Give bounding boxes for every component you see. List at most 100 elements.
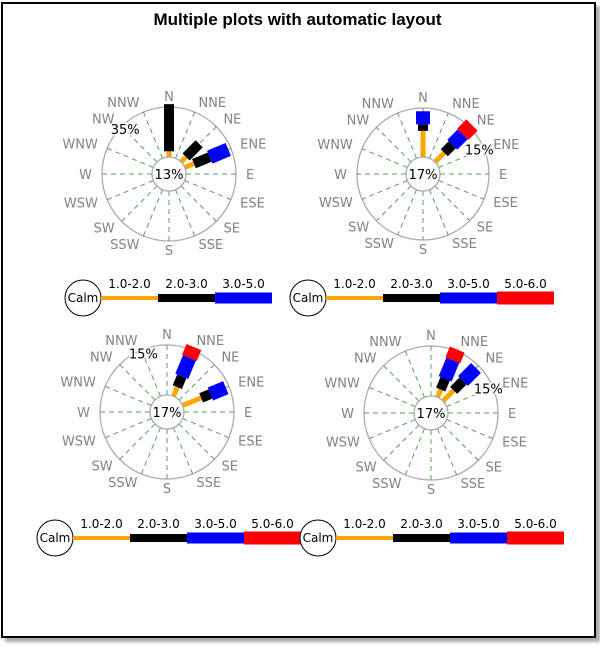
rose-spoke — [361, 180, 408, 200]
calm-circle — [413, 395, 449, 431]
calm-percentage-label: 17% — [409, 168, 438, 183]
compass-label: WSW — [64, 196, 98, 211]
compass-label: E — [244, 406, 252, 421]
compass-label: NNW — [369, 335, 401, 350]
compass-label: SSW — [365, 237, 395, 252]
petal-segment — [438, 357, 460, 382]
legend-bin-label: 1.0-2.0 — [333, 277, 376, 291]
rose-spoke — [375, 185, 412, 222]
compass-label: W — [77, 406, 90, 421]
compass-label: SE — [221, 459, 237, 474]
legend-bin-label: 3.0-5.0 — [222, 277, 265, 291]
rose-spoke — [375, 126, 412, 163]
rose-spoke — [429, 189, 449, 236]
rose-spoke — [404, 428, 425, 476]
compass-label: E — [499, 168, 507, 183]
petal-segment — [435, 388, 444, 399]
petal-segment — [440, 141, 456, 157]
compass-label: ENE — [240, 138, 266, 153]
calm-circle — [149, 394, 185, 430]
calm-percentage-label: 17% — [153, 406, 182, 421]
rose-spoke — [397, 189, 417, 236]
legend-bin-swatch — [383, 294, 440, 302]
legend-3: Calm 1.0-2.0 2.0-3.0 3.0-5.0 5.0-6.0 — [36, 517, 301, 557]
compass-label: NNE — [452, 97, 480, 112]
legend-4: Calm 1.0-2.0 2.0-3.0 3.0-5.0 5.0-6.0 — [299, 517, 564, 557]
compass-label: SW — [355, 460, 376, 475]
calm-percentage-label: 13% — [155, 168, 184, 183]
rose-spoke — [404, 350, 425, 398]
rose-spoke — [104, 385, 152, 406]
rose-spoke — [140, 427, 161, 475]
compass-label: WSW — [326, 435, 360, 450]
legend-bin-swatch — [130, 534, 187, 542]
rose-spoke — [184, 180, 232, 201]
calm-percentage-label: 17% — [417, 407, 446, 422]
compass-label: N — [164, 90, 174, 105]
compass-label: ESE — [502, 435, 527, 450]
legend-bin-label: 2.0-3.0 — [137, 517, 180, 531]
compass-label: S — [165, 244, 173, 259]
legend-bin-label: 2.0-3.0 — [400, 517, 443, 531]
compass-label: WNW — [60, 376, 96, 391]
compass-label: NNE — [198, 96, 226, 111]
compass-label: SW — [348, 221, 369, 236]
petal-segment — [450, 377, 467, 394]
rose-spoke — [434, 185, 471, 222]
compass-label: SE — [477, 221, 493, 236]
radial-axis-tick-label: 15% — [129, 348, 158, 363]
rose-spoke — [438, 148, 485, 168]
compass-label: SW — [93, 221, 114, 236]
rose-spoke — [175, 189, 196, 237]
compass-label: N — [418, 91, 428, 106]
compass-label: SSW — [108, 476, 138, 491]
legend-bin-swatch — [497, 291, 554, 305]
legend-bin-label: 1.0-2.0 — [343, 517, 386, 531]
compass-label: SE — [485, 460, 501, 475]
petal-segment — [441, 388, 456, 403]
legend-bin-swatch — [450, 532, 507, 544]
rose-spoke — [106, 147, 154, 168]
petal-segment — [182, 140, 203, 161]
compass-label: S — [427, 483, 435, 498]
calm-circle — [151, 156, 187, 192]
petal-segment — [445, 346, 465, 364]
petal-segment — [420, 130, 426, 157]
compass-label: ESE — [240, 196, 265, 211]
petal-segment — [181, 395, 203, 408]
legend-1: Calm 1.0-2.0 2.0-3.0 3.0-5.0 — [64, 277, 272, 317]
rose-spoke — [361, 148, 408, 168]
compass-label: W — [334, 168, 347, 183]
compass-label: SE — [223, 221, 239, 236]
petal-segment — [182, 343, 202, 361]
compass-label: NE — [477, 113, 495, 128]
compass-label: NNW — [362, 97, 394, 112]
compass-label: SSE — [198, 238, 223, 253]
legend-bin-label: 1.0-2.0 — [108, 277, 151, 291]
compass-label: WNW — [62, 138, 98, 153]
legend-bin-swatch — [393, 534, 450, 542]
legend-calm-label: Calm — [293, 291, 324, 305]
legend-bin-label: 5.0-6.0 — [504, 277, 547, 291]
compass-label: ENE — [238, 376, 264, 391]
legend-bin-swatch — [158, 294, 215, 302]
compass-label: NW — [92, 113, 115, 128]
compass-label: WSW — [62, 434, 96, 449]
petal-segment — [183, 161, 195, 170]
petal-segment — [457, 119, 478, 140]
petal-segment — [416, 111, 430, 125]
compass-label: SSW — [372, 477, 402, 492]
compass-label: S — [163, 482, 171, 497]
petal-segment — [418, 124, 428, 131]
legend-bin-label: 2.0-3.0 — [390, 277, 433, 291]
compass-label: WNW — [324, 377, 360, 392]
rose-spoke — [368, 386, 416, 407]
compass-label: NE — [485, 352, 503, 367]
compass-label: NW — [90, 351, 113, 366]
rose-spoke — [142, 189, 163, 237]
rose-spoke — [437, 428, 458, 476]
